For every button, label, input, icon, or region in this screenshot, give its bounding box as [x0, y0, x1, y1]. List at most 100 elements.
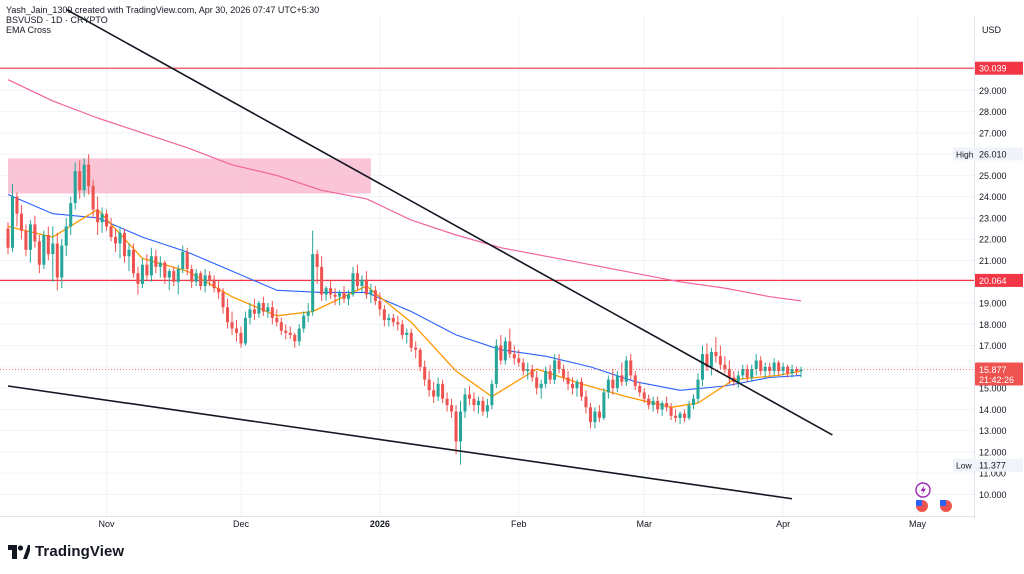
trendline[interactable] [7, 385, 793, 500]
candle-body [759, 360, 763, 372]
candle-body [64, 226, 68, 246]
trendline[interactable] [65, 8, 833, 436]
candle-body [109, 226, 113, 238]
time-axis[interactable]: Nov Dec 2026 Feb Mar Apr May [99, 519, 927, 529]
candle-body [387, 317, 391, 321]
candle-body [355, 273, 359, 287]
price-tick-label: 21.000 [979, 256, 1007, 266]
candle-body [535, 377, 539, 389]
candle-body [230, 322, 234, 329]
candle-body [145, 264, 149, 276]
candle-body [723, 364, 727, 369]
candle-body [750, 368, 754, 378]
candle-body [795, 368, 799, 372]
candle-body [709, 351, 713, 367]
tradingview-logo-text: TradingView [35, 543, 125, 560]
candle-body [19, 213, 23, 231]
candle-body [297, 328, 301, 342]
candle-body [270, 307, 274, 318]
time-tick-label: May [909, 519, 927, 529]
candle-body [633, 375, 637, 386]
candle-body [105, 213, 109, 227]
candle-body [369, 290, 373, 295]
lightning-icon [920, 485, 926, 495]
price-tick-label: 13.000 [979, 426, 1007, 436]
price-tick-label: 27.000 [979, 128, 1007, 138]
candle-body [508, 341, 512, 355]
candle-body [458, 411, 463, 442]
candle-body [329, 288, 333, 295]
candle-body [320, 266, 324, 295]
candle-body [548, 371, 552, 380]
candle-body [364, 279, 368, 295]
candle-body [562, 368, 566, 378]
candle-body [190, 269, 194, 282]
price-axis[interactable]: 10.00011.00012.00013.00014.00015.00016.0… [979, 25, 1007, 500]
candle-body [311, 254, 315, 312]
candle-body [678, 413, 682, 418]
supply-zone-rect[interactable] [8, 158, 371, 194]
price-tick-label: 25.000 [979, 171, 1007, 181]
candle-body [674, 415, 678, 418]
candle-body [436, 383, 440, 397]
symbol-info[interactable]: BSVUSD · 1D · CRYPTO [6, 15, 108, 25]
candle-body [718, 356, 722, 365]
candle-body [275, 317, 279, 323]
candle-body [687, 405, 691, 418]
candle-body [172, 271, 176, 282]
candle-body [597, 411, 601, 418]
candle-body [279, 322, 283, 331]
candle-body [409, 332, 413, 348]
candle-body [539, 383, 543, 389]
horizontal-lines[interactable] [0, 67, 974, 282]
candle-body [6, 228, 10, 248]
candle-body [315, 254, 319, 267]
price-tick-label: 29.000 [979, 86, 1007, 96]
currency-label[interactable]: USD [982, 25, 1002, 35]
candle-body [293, 334, 297, 342]
price-chart[interactable]: 10.00011.00012.00013.00014.00015.00016.0… [0, 0, 1024, 540]
candle-body [566, 377, 570, 384]
candle-body [705, 354, 709, 367]
indicator-name[interactable]: EMA Cross [6, 25, 52, 35]
event-icons[interactable] [915, 482, 953, 513]
candle-body [481, 400, 485, 412]
time-tick-label: 2026 [370, 519, 390, 529]
price-tick-label: 10.000 [979, 490, 1007, 500]
candle-body [360, 279, 364, 287]
candle-body [476, 400, 480, 406]
tradingview-logo[interactable]: TradingView [8, 543, 124, 560]
last-price-value: 15.877 [979, 365, 1007, 375]
candle-body [615, 375, 619, 389]
candle-body [131, 249, 135, 274]
candle-body [781, 366, 785, 372]
candle-body [660, 403, 664, 410]
us-flag-canton [916, 500, 922, 506]
candle-body [683, 413, 687, 418]
candle-body [629, 360, 633, 376]
candle-body [647, 398, 651, 406]
candle-body [427, 379, 431, 391]
high-marker-label-bg [953, 147, 975, 161]
high-marker-label: High [956, 149, 974, 159]
low-marker-label-bg [953, 458, 975, 472]
price-tick-label: 23.000 [979, 213, 1007, 223]
candle-body [696, 379, 700, 399]
candle-body [302, 315, 306, 329]
candle-body [217, 288, 221, 293]
trendlines[interactable] [7, 8, 833, 500]
candle-body [306, 311, 310, 316]
candle-body [114, 237, 118, 244]
price-tick-label: 24.000 [979, 192, 1007, 202]
candle-body [382, 309, 386, 321]
candle-body [96, 209, 100, 223]
candle-body [163, 262, 167, 278]
price-tick-label: 12.000 [979, 447, 1007, 457]
candle-body [485, 405, 489, 412]
candle-body [127, 249, 131, 257]
candle-body [638, 386, 642, 393]
axis-separator [974, 16, 975, 518]
supply-zone[interactable] [8, 158, 371, 194]
ema-slow-line [7, 193, 802, 391]
candle-body [203, 275, 207, 287]
